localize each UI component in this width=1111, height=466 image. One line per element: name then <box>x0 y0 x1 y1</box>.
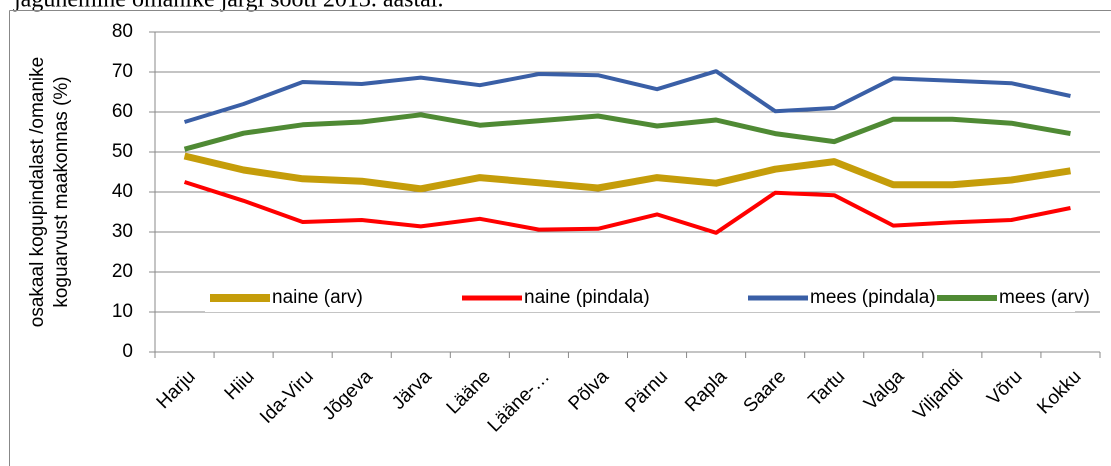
series-line <box>183 152 1072 193</box>
legend-label: naine (pindala) <box>524 287 650 308</box>
legend-label: naine (arv) <box>272 287 363 308</box>
x-tick-label: Viljandi <box>909 366 967 424</box>
legend-label: mees (arv) <box>999 287 1090 308</box>
x-tick-label: Võru <box>983 366 1026 409</box>
legend-label: mees (pindala) <box>810 287 936 308</box>
x-tick-label: Jõgeva <box>319 366 377 424</box>
y-tick-label: 0 <box>122 341 133 362</box>
y-tick-label: 80 <box>112 21 133 42</box>
legend-background <box>205 284 1075 312</box>
y-tick-label: 30 <box>112 221 133 242</box>
y-tick-label: 60 <box>112 101 133 122</box>
x-tick-label: Harju <box>153 366 200 413</box>
x-tick-label: Ida-Viru <box>256 366 318 428</box>
x-tick-label: Kokku <box>1033 366 1085 418</box>
x-tick-label: Lääne-… <box>484 366 554 436</box>
series-line <box>183 180 1071 235</box>
y-tick-label: 50 <box>112 141 133 162</box>
x-tick-label: Rapla <box>681 366 731 416</box>
x-tick-label: Tartu <box>805 366 850 411</box>
x-tick-label: Saare <box>740 366 791 417</box>
x-tick-label: Järva <box>388 366 436 414</box>
chart-title: jagunemine omanike järgi sooti 2013. aas… <box>13 0 443 13</box>
y-tick-label: 40 <box>112 181 133 202</box>
y-axis-title: koguarvust maakonnas (%) <box>51 76 72 307</box>
series-line <box>183 69 1071 124</box>
x-tick-label: Põlva <box>565 366 614 415</box>
y-tick-label: 10 <box>112 301 133 322</box>
y-tick-label: 70 <box>112 61 133 82</box>
x-tick-label: Lääne <box>443 366 495 418</box>
y-axis-title: osakaal kogupindalast /omanike <box>27 57 48 327</box>
x-tick-label: Hiiu <box>221 366 259 404</box>
series-line <box>183 112 1071 152</box>
x-tick-label: Pärnu <box>621 366 672 417</box>
y-tick-label: 20 <box>112 261 133 282</box>
x-tick-label: Valga <box>860 366 909 415</box>
